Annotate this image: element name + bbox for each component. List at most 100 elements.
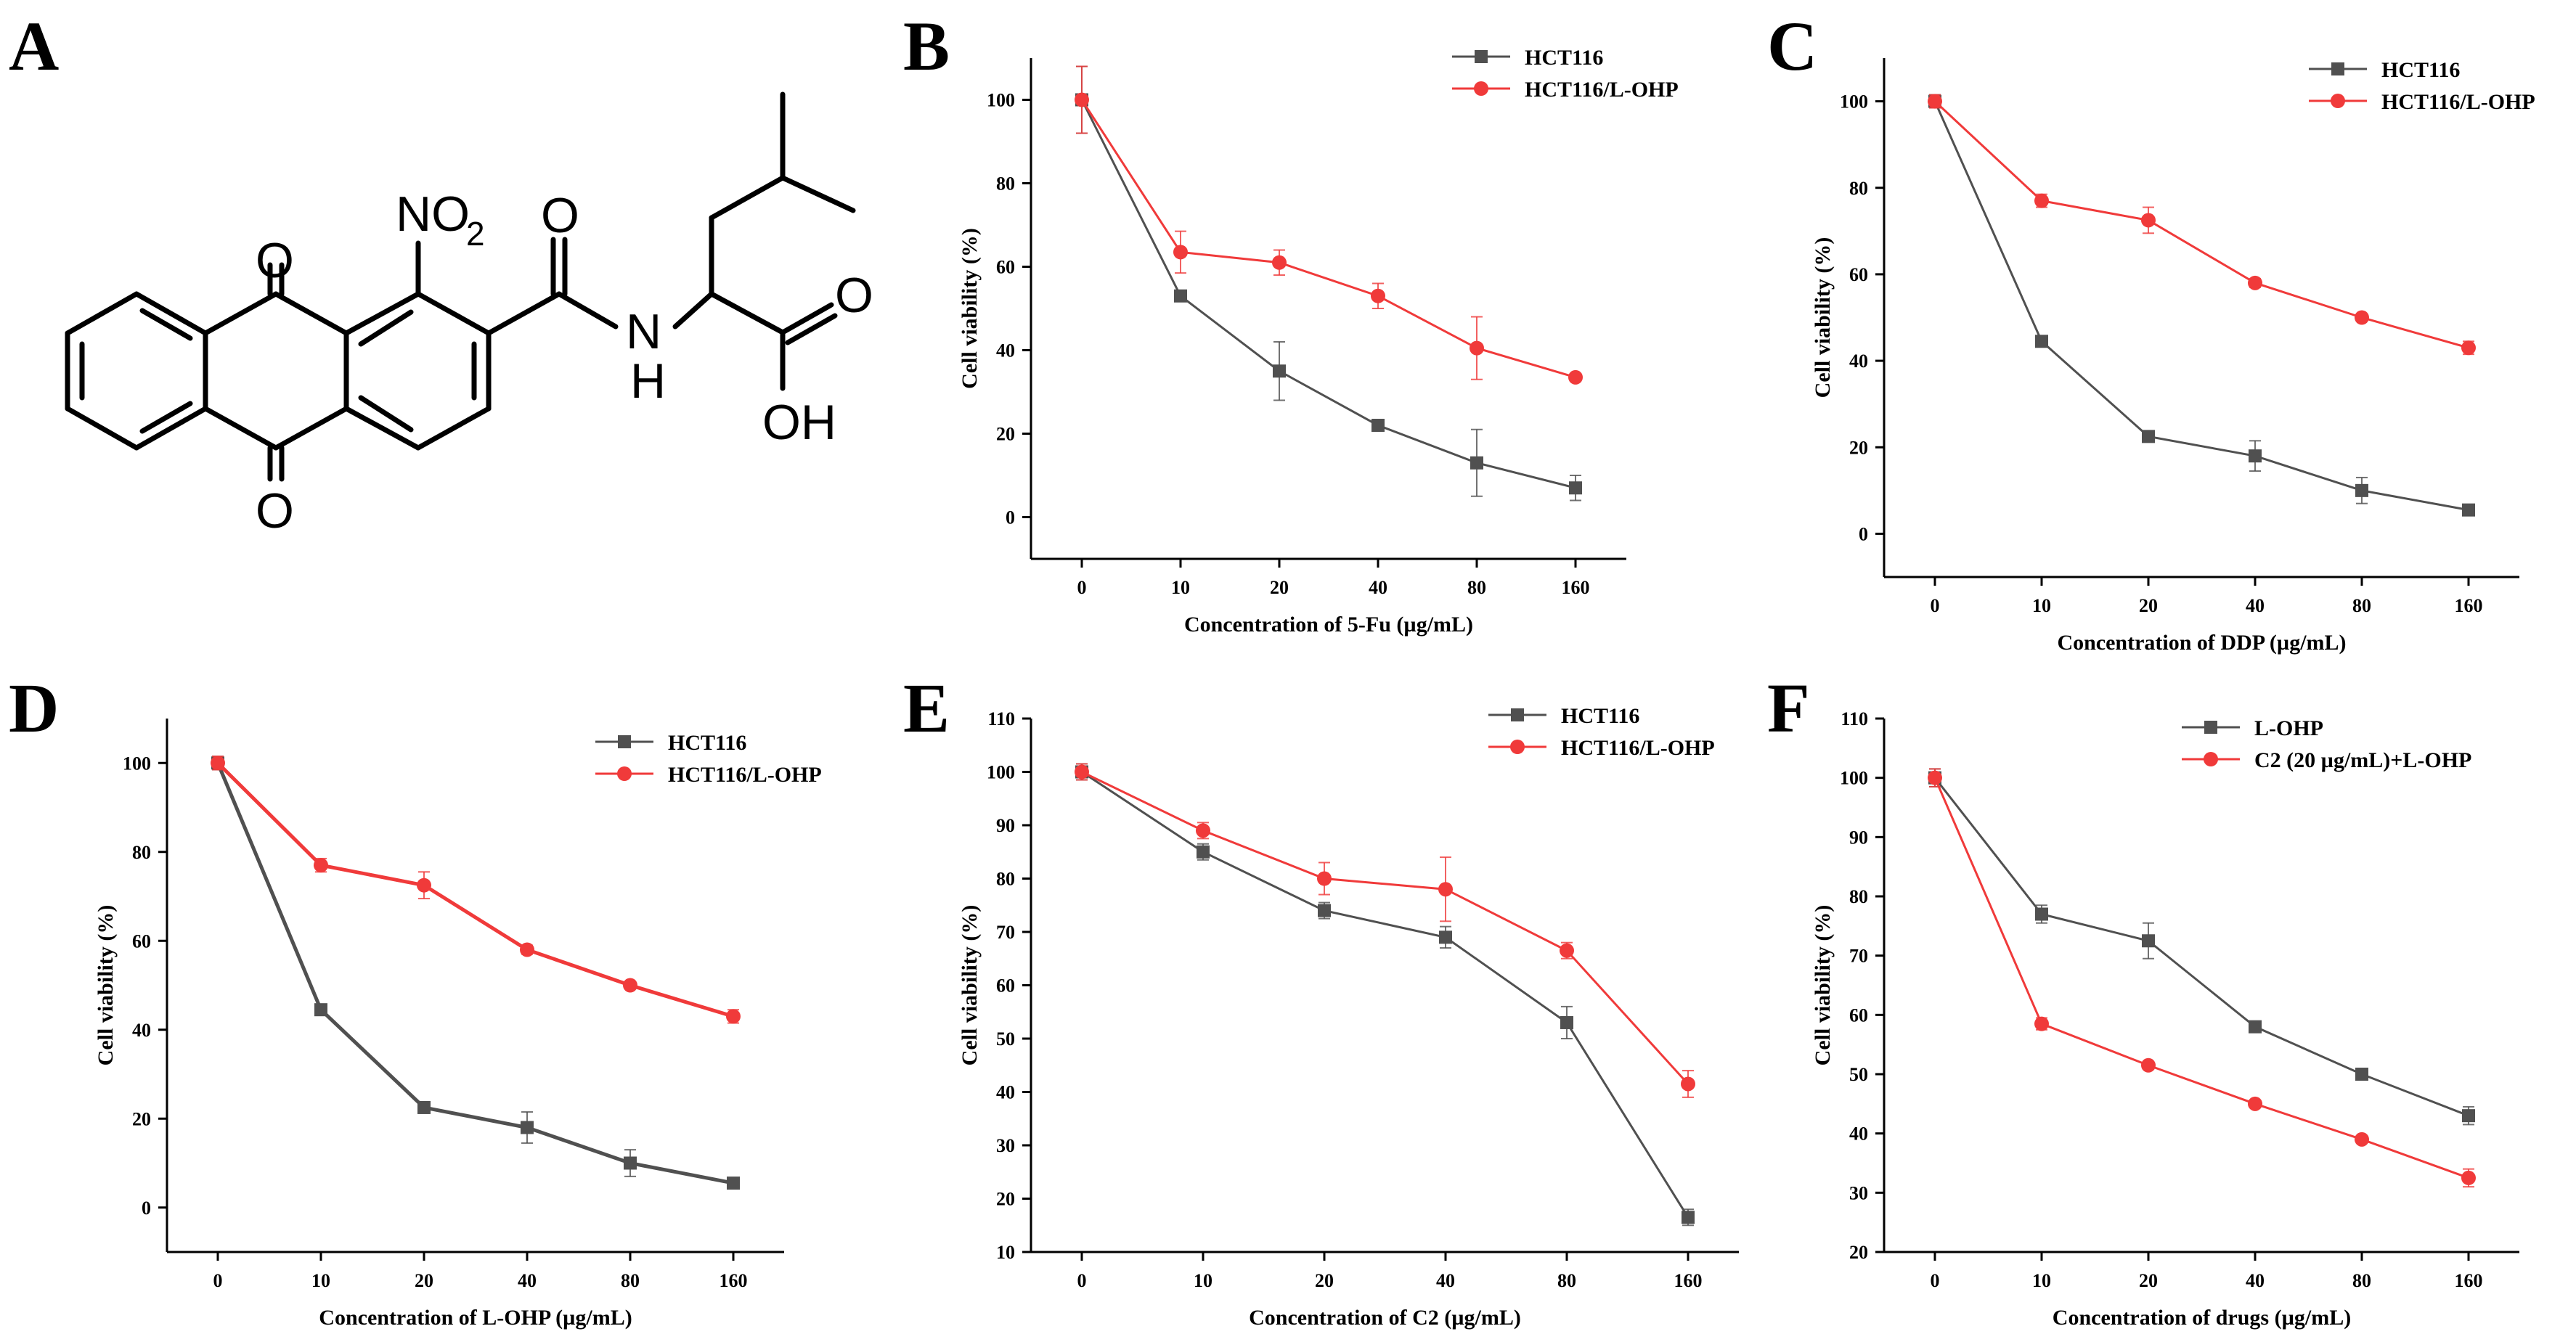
data-point-square (2035, 907, 2048, 921)
y-tick-label: 30 (1849, 1182, 1868, 1203)
data-point-circle (1173, 245, 1188, 260)
y-tick-label: 80 (996, 869, 1015, 890)
data-point-circle (2461, 340, 2476, 356)
x-tick-label: 0 (213, 1270, 223, 1291)
y-tick-label: 60 (132, 930, 151, 952)
x-tick-label: 10 (2032, 1270, 2051, 1291)
y-axis-label: Cell viability (%) (1811, 905, 1835, 1066)
x-tick-label: 160 (2455, 595, 2483, 616)
y-tick-label: 70 (996, 922, 1015, 943)
data-point-square (624, 1156, 637, 1170)
data-point-circle (1196, 823, 1210, 838)
data-point-square (2249, 449, 2262, 463)
data-point-circle (2355, 1132, 2369, 1147)
y-axis-label: Cell viability (%) (958, 905, 982, 1066)
data-point-square (2142, 934, 2155, 948)
x-tick-label: 0 (1077, 1270, 1087, 1291)
legend-marker (1475, 50, 1488, 63)
y-tick-label: 60 (1849, 264, 1868, 285)
data-point-circle (314, 858, 328, 873)
atom-o-bottom: O (256, 483, 294, 539)
y-tick-label: 40 (132, 1020, 151, 1041)
series-line (1081, 771, 1690, 1219)
data-point-square (727, 1177, 740, 1190)
legend-marker (2331, 94, 2345, 108)
data-point-square (2142, 430, 2155, 443)
y-tick-label: 100 (1840, 91, 1868, 112)
x-tick-label: 160 (2455, 1270, 2483, 1291)
panel-label-b: B (903, 7, 950, 85)
y-axis-label: Cell viability (%) (1811, 237, 1835, 398)
y-tick-label: 20 (996, 1189, 1015, 1210)
series-line (1933, 100, 2469, 512)
series-line (216, 762, 734, 1185)
legend-label: HCT116 (2381, 58, 2460, 82)
data-point-circle (2034, 1016, 2049, 1031)
y-tick-label: 40 (996, 340, 1015, 361)
legend-label: HCT116 (1561, 704, 1639, 728)
data-point-square (1560, 1015, 1573, 1029)
data-point-square (1318, 904, 1331, 917)
data-point-square (314, 1003, 327, 1017)
x-axis-label: Concentration of 5-Fu (µg/mL) (1184, 613, 1473, 637)
legend-label: HCT116 (1525, 46, 1603, 70)
legend-label: HCT116/L-OHP (668, 763, 822, 787)
data-point-square (1439, 930, 1452, 944)
y-tick-label: 80 (1849, 178, 1868, 199)
y-tick-label: 50 (996, 1028, 1015, 1050)
x-tick-label: 0 (1931, 595, 1940, 616)
series-line (1933, 777, 2469, 1179)
x-tick-label: 80 (2352, 1270, 2371, 1291)
legend-label: HCT116/L-OHP (2381, 90, 2535, 114)
data-point-circle (417, 877, 431, 893)
legend-marker (617, 766, 632, 781)
data-point-square (2462, 1109, 2475, 1123)
y-tick-label: 0 (1859, 523, 1868, 544)
x-tick-label: 80 (1557, 1270, 1576, 1291)
legend-label: L-OHP (2254, 716, 2323, 740)
x-tick-label: 20 (1315, 1270, 1334, 1291)
y-axis-label: Cell viability (%) (958, 228, 982, 389)
x-tick-label: 40 (2246, 1270, 2265, 1291)
data-point-square (2355, 483, 2368, 497)
data-point-circle (211, 756, 225, 771)
y-tick-label: 20 (1849, 1242, 1868, 1263)
y-tick-label: 110 (1841, 708, 1868, 729)
x-tick-label: 20 (2139, 595, 2158, 616)
legend-marker (1510, 740, 1525, 754)
data-point-square (1371, 419, 1385, 432)
data-point-square (1273, 364, 1286, 378)
atom-oh: OH (762, 395, 836, 450)
series-line (1081, 771, 1690, 1085)
legend-label: HCT116 (668, 731, 746, 755)
data-point-circle (1681, 1076, 1695, 1092)
y-tick-label: 60 (1849, 1005, 1868, 1026)
x-tick-label: 10 (1171, 577, 1190, 598)
data-point-circle (1470, 340, 1484, 356)
data-point-circle (2034, 193, 2049, 208)
atom-h: H (630, 353, 666, 409)
legend-marker (1511, 708, 1524, 721)
data-point-circle (520, 942, 534, 957)
y-tick-label: 80 (132, 842, 151, 863)
data-point-circle (1928, 94, 1942, 109)
data-point-circle (2141, 1057, 2156, 1073)
series-line (1080, 99, 1576, 379)
y-tick-label: 110 (987, 708, 1015, 729)
y-tick-label: 40 (1849, 351, 1868, 372)
atom-subscript-2: 2 (466, 215, 485, 253)
atom-o-acid: O (835, 268, 873, 323)
panel-label-e: E (903, 669, 950, 747)
x-tick-label: 80 (2352, 595, 2371, 616)
data-point-square (2355, 1068, 2368, 1081)
legend-marker (2204, 752, 2218, 766)
y-tick-label: 70 (1849, 946, 1868, 967)
x-axis-label: Concentration of DDP (µg/mL) (2057, 631, 2346, 655)
data-point-square (1197, 845, 1210, 859)
y-tick-label: 80 (996, 173, 1015, 195)
chemical-structure: O O NO 2 O N H O OH (65, 91, 873, 539)
